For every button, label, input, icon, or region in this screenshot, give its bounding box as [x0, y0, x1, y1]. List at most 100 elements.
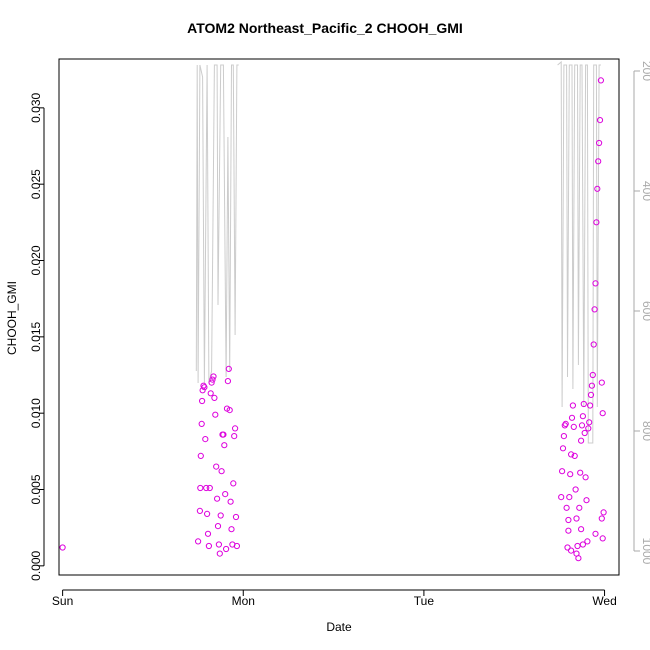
data-point — [596, 139, 603, 147]
y-tick-label: 0.030 — [29, 93, 43, 123]
data-point — [221, 442, 228, 449]
x-tick-label: Sun — [52, 594, 73, 608]
y-tick-label: 0.010 — [29, 398, 43, 428]
data-point — [214, 523, 222, 530]
data-point — [223, 545, 230, 553]
data-point — [227, 498, 234, 505]
data-point — [565, 516, 572, 524]
data-point — [594, 185, 601, 192]
y2-tick-label: 200 — [640, 61, 650, 81]
data-point — [216, 550, 223, 557]
data-point — [559, 468, 566, 475]
data-point — [600, 509, 607, 516]
data-point — [230, 480, 237, 487]
data-point — [232, 425, 239, 432]
data-point — [59, 544, 66, 551]
secondary-line-0 — [195, 64, 239, 384]
data-point — [598, 379, 605, 386]
y2-tick-label: 400 — [640, 181, 650, 201]
y2-tick-label: 600 — [640, 301, 650, 321]
data-point — [578, 437, 585, 444]
data-point — [584, 538, 591, 545]
chart-title: ATOM2 Northeast_Pacific_2 CHOOH_GMI — [187, 20, 463, 36]
data-point — [590, 341, 597, 348]
data-point — [207, 390, 214, 397]
data-point — [206, 484, 213, 492]
data-point — [599, 410, 606, 417]
data-point — [574, 542, 581, 550]
data-point — [572, 486, 579, 493]
data-point — [595, 158, 602, 165]
y-tick-label: 0.000 — [29, 551, 43, 581]
data-point — [586, 419, 593, 426]
data-point — [199, 397, 206, 405]
data-point — [569, 402, 577, 409]
data-point — [210, 373, 217, 380]
data-point — [197, 484, 204, 492]
y2-tick-label: 800 — [640, 421, 650, 441]
secondary-line-1 — [557, 60, 601, 444]
x-axis-label: Date — [326, 620, 352, 634]
data-point — [585, 425, 592, 432]
data-point — [232, 513, 240, 521]
data-point — [560, 433, 568, 440]
data-point — [593, 219, 600, 226]
y-tick-label: 0.025 — [29, 169, 43, 199]
data-point — [564, 544, 571, 551]
data-point — [567, 471, 574, 478]
data-point — [577, 469, 584, 476]
data-point — [222, 491, 229, 498]
y-tick-label: 0.020 — [29, 245, 43, 275]
y-tick-label: 0.005 — [29, 474, 43, 504]
data-point — [578, 526, 585, 533]
data-point — [565, 527, 572, 534]
data-point — [592, 530, 599, 537]
data-point — [570, 423, 577, 430]
data-point — [205, 542, 212, 550]
data-point — [579, 541, 587, 548]
data-point — [571, 452, 578, 459]
x-tick-label: Tue — [414, 594, 435, 608]
data-point — [224, 378, 231, 385]
data-point — [573, 550, 580, 557]
y2-tick-label: 1000 — [640, 538, 650, 565]
data-point — [559, 445, 567, 452]
data-point — [201, 384, 208, 391]
data-point — [217, 512, 224, 519]
data-point — [197, 452, 204, 459]
data-point — [591, 306, 598, 313]
data-point — [578, 422, 586, 429]
data-point — [212, 411, 219, 418]
data-point — [209, 376, 216, 383]
data-point — [195, 538, 202, 545]
data-point — [587, 402, 594, 409]
data-point — [566, 494, 573, 501]
data-point — [596, 117, 604, 124]
data-point — [204, 530, 212, 537]
data-point — [225, 365, 232, 372]
data-point — [581, 429, 588, 437]
data-point — [592, 280, 599, 287]
data-point — [568, 547, 575, 554]
data-point — [213, 463, 220, 470]
plot-frame — [58, 58, 620, 576]
data-point — [587, 391, 595, 398]
data-point — [202, 436, 209, 443]
data-point — [576, 504, 583, 511]
data-point — [573, 515, 580, 522]
data-point — [215, 541, 222, 548]
data-point — [563, 504, 570, 511]
data-point — [599, 535, 606, 542]
data-point — [231, 433, 238, 440]
x-tick-label: Mon — [232, 594, 255, 608]
y-tick-label: 0.015 — [29, 322, 43, 352]
data-point — [597, 77, 605, 84]
data-point — [582, 474, 589, 481]
data-point — [598, 515, 605, 522]
data-point — [204, 510, 211, 518]
data-point — [228, 526, 235, 533]
data-point — [208, 379, 215, 386]
data-point — [562, 420, 569, 427]
data-point — [211, 394, 218, 401]
